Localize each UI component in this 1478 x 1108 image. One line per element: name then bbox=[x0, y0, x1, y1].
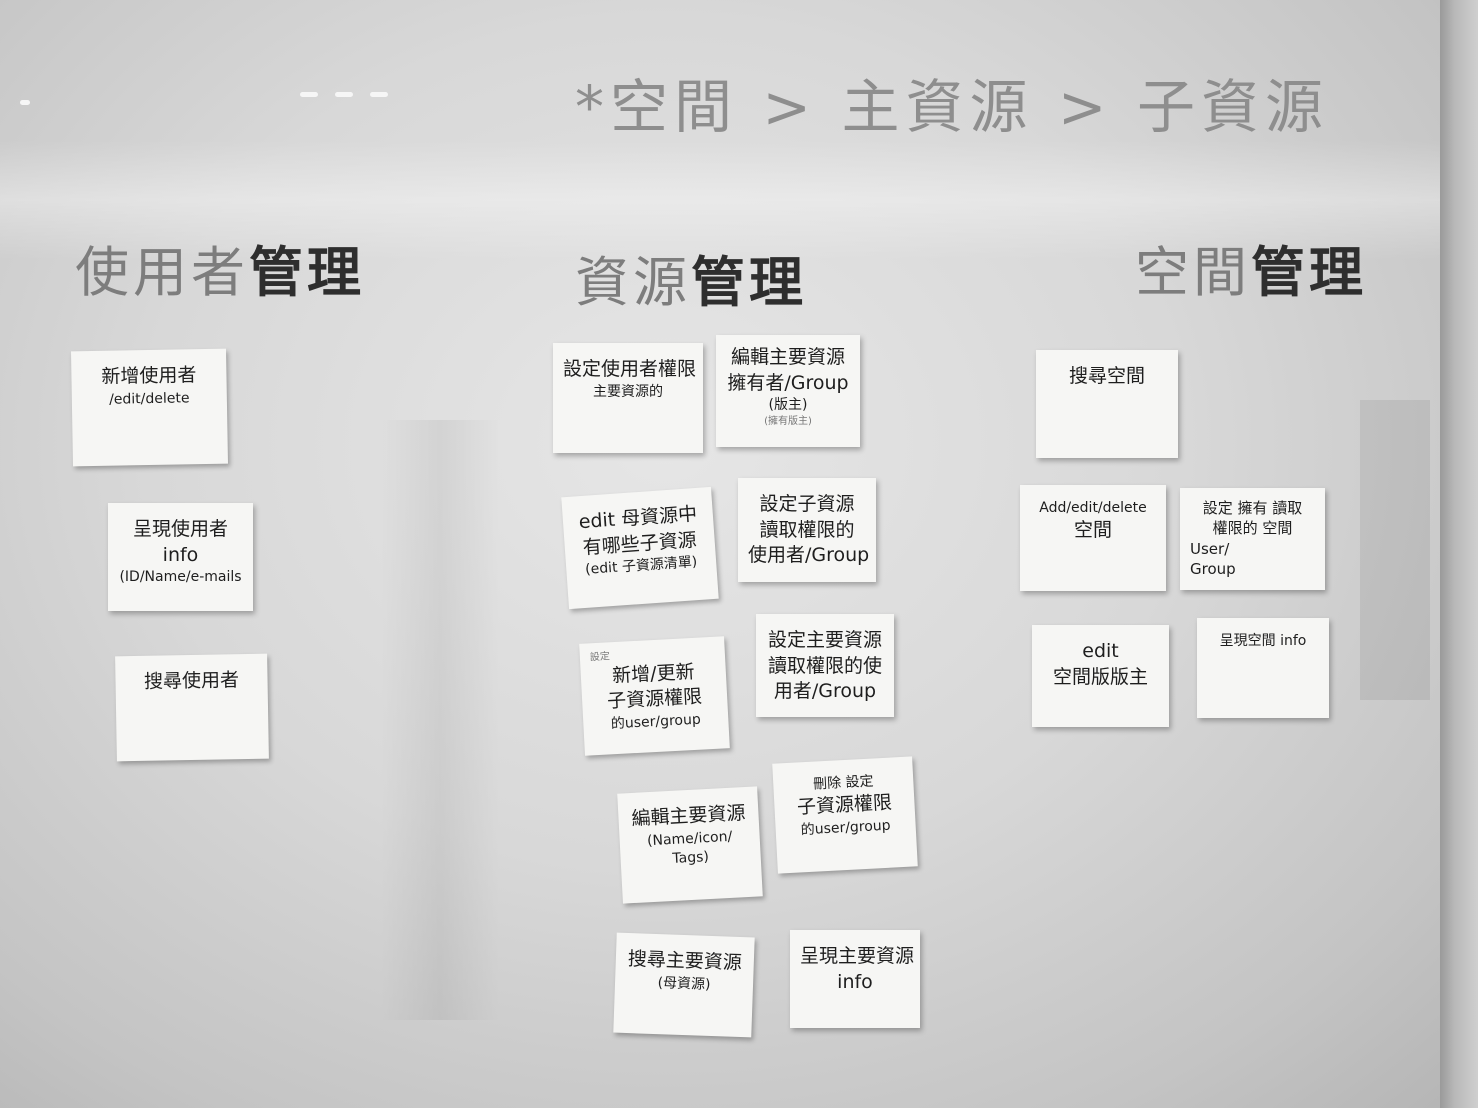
note-line: 使用者/Group bbox=[748, 544, 870, 567]
column-title-light: 空間 bbox=[1135, 241, 1251, 304]
sticky-note[interactable]: 呈現主要資源 info bbox=[790, 930, 920, 1028]
sticky-note[interactable]: 搜尋主要資源 (母資源) bbox=[613, 932, 755, 1038]
note-line: info bbox=[162, 543, 199, 566]
column-title-light: 使用者 bbox=[75, 241, 249, 304]
sticky-note[interactable]: 設定主要資源 讀取權限的使 用者/Group bbox=[756, 614, 894, 717]
note-line: Add/edit/delete bbox=[1039, 500, 1147, 516]
note-line: 主要資源的 bbox=[593, 383, 663, 400]
column-title-resources: 資源管理 bbox=[575, 238, 807, 317]
note-line: (擁有版主) bbox=[764, 416, 812, 428]
sticky-note[interactable]: edit 母資源中 有哪些子資源 (edit 子資源清單) bbox=[561, 486, 719, 610]
note-line: User/ bbox=[1190, 539, 1230, 558]
note-line: 讀取權限的 bbox=[759, 518, 855, 541]
column-title-spaces: 空間管理 bbox=[1135, 228, 1367, 307]
note-line: 呈現使用者 bbox=[132, 518, 228, 540]
note-line: 搜尋使用者 bbox=[143, 669, 240, 693]
note-line: 空間 bbox=[1073, 518, 1112, 541]
note-line: (版主) bbox=[768, 397, 808, 414]
note-line: 搜尋主要資源 bbox=[627, 948, 743, 974]
shadow-reflection bbox=[1360, 400, 1430, 700]
ceiling-light bbox=[300, 92, 318, 97]
whiteboard-frame bbox=[1440, 0, 1478, 1108]
note-line: 設定 擁有 讀取 bbox=[1202, 499, 1303, 517]
sticky-note[interactable]: 搜尋空間 bbox=[1036, 350, 1178, 458]
sticky-note[interactable]: 編輯主要資源 (Name/icon/ Tags) bbox=[617, 786, 763, 904]
sticky-note[interactable]: 編輯主要資源 擁有者/Group (版主) (擁有版主) bbox=[716, 335, 860, 447]
note-line: (ID/Name/e-mails bbox=[119, 569, 242, 586]
sticky-note[interactable]: 新增使用者 /edit/delete bbox=[71, 348, 228, 467]
column-title-dark: 管理 bbox=[249, 241, 365, 304]
note-line: 設定子資源 bbox=[759, 493, 855, 515]
sticky-note[interactable]: 設定子資源 讀取權限的 使用者/Group bbox=[738, 478, 876, 582]
note-line: 設定主要資源 bbox=[767, 629, 882, 651]
column-title-light: 資源 bbox=[575, 251, 691, 314]
note-line: 用者/Group bbox=[773, 680, 877, 703]
note-line: edit bbox=[1082, 640, 1119, 662]
note-line: 權限的 空間 bbox=[1212, 519, 1293, 538]
sticky-note[interactable]: 設定 擁有 讀取 權限的 空間 User/ Group bbox=[1180, 488, 1325, 590]
note-line: 呈現主要資源 bbox=[800, 945, 915, 967]
sticky-note[interactable]: 呈現使用者 info (ID/Name/e-mails bbox=[108, 503, 253, 611]
shadow-reflection bbox=[380, 420, 500, 1020]
ceiling-light bbox=[335, 92, 353, 97]
note-line: 擁有者/Group bbox=[727, 371, 849, 394]
page-title: *空間 > 主資源 > 子資源 bbox=[575, 73, 1329, 141]
sticky-note[interactable]: 設定使用者權限 主要資源的 bbox=[553, 343, 703, 453]
note-line: Group bbox=[1190, 559, 1236, 578]
sticky-note[interactable]: 呈現空間 info bbox=[1197, 618, 1329, 718]
ceiling-light bbox=[20, 100, 30, 105]
note-line: info bbox=[837, 970, 873, 993]
note-line: 空間版版主 bbox=[1052, 665, 1148, 688]
note-line: 讀取權限的使 bbox=[767, 654, 882, 677]
note-line: 搜尋空間 bbox=[1068, 365, 1145, 387]
note-line: /edit/delete bbox=[108, 389, 190, 408]
ceiling-light bbox=[370, 92, 388, 97]
sticky-note[interactable]: 搜尋使用者 bbox=[115, 653, 269, 762]
note-line: 編輯主要資源 bbox=[730, 346, 845, 368]
column-title-users: 使用者管理 bbox=[75, 228, 365, 307]
sticky-note[interactable]: 刪除 設定 子資源權限 的user/group bbox=[772, 756, 918, 874]
sticky-note[interactable]: Add/edit/delete 空間 bbox=[1020, 485, 1166, 591]
sticky-note[interactable]: 設定 新增/更新 子資源權限 的user/group bbox=[579, 636, 730, 756]
column-title-dark: 管理 bbox=[691, 251, 807, 314]
sticky-note[interactable]: edit 空間版版主 bbox=[1032, 625, 1169, 727]
column-title-dark: 管理 bbox=[1251, 241, 1367, 304]
note-line: 新增使用者 bbox=[101, 364, 197, 388]
note-line: 呈現空間 info bbox=[1219, 633, 1307, 649]
note-line: 設定使用者權限 bbox=[563, 358, 697, 380]
